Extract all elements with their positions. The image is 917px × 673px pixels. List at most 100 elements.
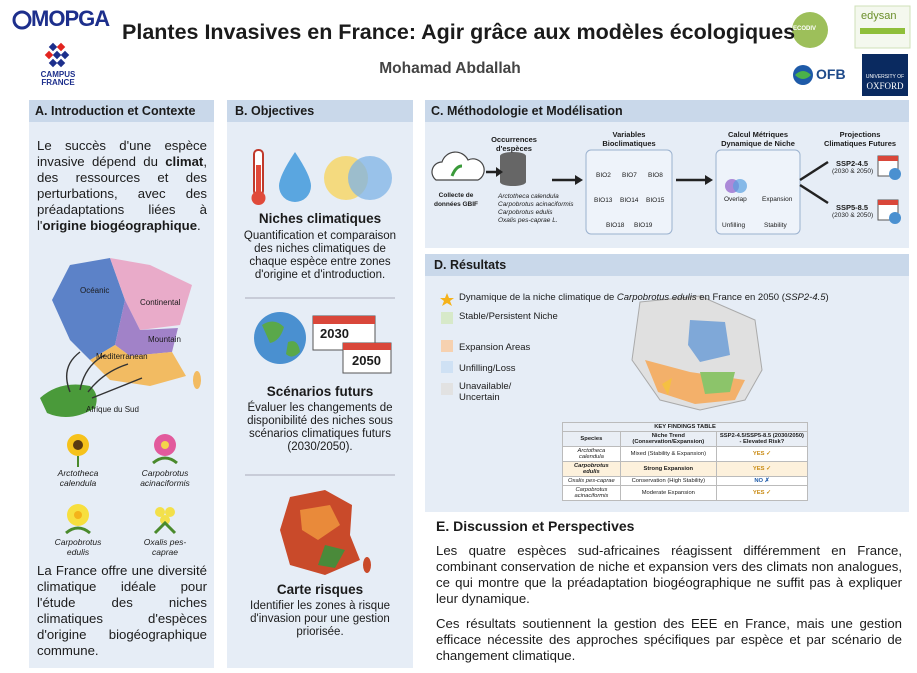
closing-text: La France offre une diversité climatique… [37, 563, 207, 659]
bio-var: BIO19 [634, 222, 652, 230]
objective-text: Quantification et comparaison des niches… [234, 230, 406, 282]
column-header: Species [563, 432, 621, 447]
scenario-years: (2030 & 2050) [832, 168, 873, 176]
intro-text: Le succès d'une espèce invasive dépend d… [37, 138, 207, 234]
logo-text: OXFORD [862, 81, 908, 91]
text-run: Carpobrotus edulis [617, 292, 697, 303]
table-cell: YES ✓ [716, 486, 807, 501]
scenario-name: SSP5-8.5 [836, 203, 868, 212]
legend-item: Unavailable/ Uncertain [459, 381, 539, 403]
bio-var: BIO7 [622, 172, 637, 180]
text-run: ) [826, 292, 829, 303]
table-cell: Mixed (Stability & Expansion) [620, 447, 716, 462]
table-row: Species Niche Trend (Conservation/Expans… [563, 432, 808, 447]
table-cell: YES ✓ [716, 447, 807, 462]
legend-item: Stable/Persistent Niche [459, 311, 559, 322]
map-label: Mountain [148, 335, 181, 344]
objective-title: Niches climatiques [230, 211, 410, 226]
species-item: Carpobrotus edulis [498, 209, 578, 217]
section-title: E. Discussion et Perspectives [436, 518, 634, 534]
step-title: Calcul Métriques Dynamique de Niche [716, 131, 800, 148]
map-label: Océanic [80, 286, 109, 295]
section-title: B. Objectives [235, 104, 314, 118]
logo-text: UNIVERSITY OF [862, 74, 908, 80]
table-cell: YES ✓ [716, 462, 807, 477]
metric: Stability [764, 222, 787, 230]
species-item: Carpobrotus acinaciformis [498, 201, 578, 209]
section-title: D. Résultats [434, 258, 506, 272]
bio-var: BIO8 [648, 172, 663, 180]
calendar-year: 2030 [320, 326, 349, 341]
poster: MOPGA CAMPUS FRANCE Plantes Invasives en… [0, 0, 917, 673]
legend-item: Unfilling/Loss [459, 363, 516, 374]
campus-word: FRANCE [38, 79, 78, 87]
logo-text: MOPGA [31, 6, 109, 32]
bio-var: BIO13 [594, 197, 612, 205]
logo-text: ECODIV [793, 26, 816, 32]
table-body: Arctotheca calendulaMixed (Stability & E… [563, 447, 808, 501]
objective-text: Évaluer les changements de disponibilité… [234, 402, 406, 454]
column-header: Niche Trend (Conservation/Expansion) [620, 432, 716, 447]
author: Mohamad Abdallah [330, 60, 570, 78]
table-cell: Carpobrotus edulis [563, 462, 621, 477]
map-label: Continental [140, 298, 180, 307]
metric: Overlap [724, 196, 747, 204]
scenario-name: SSP2-4.5 [836, 159, 868, 168]
paragraph: Les quatre espèces sud-africaines réagis… [436, 543, 902, 607]
campus-logo-dots [45, 43, 69, 67]
section-title: C. Méthodologie et Modélisation [431, 104, 623, 118]
logo-text: OFB [816, 66, 846, 82]
logo-text: edysan [861, 10, 896, 22]
step-title: Occurrences d'espèces [484, 136, 544, 153]
species-name: Carpobrotus edulis [48, 538, 108, 557]
text-run: Dynamique de la niche climatique de [459, 292, 617, 303]
bio-var: BIO14 [620, 197, 638, 205]
text-run: en France en 2050 ( [697, 292, 785, 303]
bio-var: BIO18 [606, 222, 624, 230]
column-header: SSP2-4.5/SSP5-8.5 (2030/2050) - Elevated… [716, 432, 807, 447]
objective-title: Scénarios futurs [230, 384, 410, 399]
step-label: Collecte de données GBIF [428, 192, 484, 209]
species-name: Arctotheca calendula [48, 469, 108, 488]
objective-text: Identifier les zones à risque d'invasion… [240, 600, 400, 639]
bio-var: BIO2 [596, 172, 611, 180]
map-label: Mediterranean [96, 352, 148, 361]
table-cell: Conservation (High Stability) [620, 477, 716, 486]
objective-title: Carte risques [230, 582, 410, 597]
text-run: origine biogéographique [42, 218, 197, 233]
calendar-year: 2050 [352, 353, 381, 368]
campus-logo: CAMPUS FRANCE [38, 71, 78, 87]
table-cell: Carpobrotus acinaciformis [563, 486, 621, 501]
scenario-years: (2030 & 2050) [832, 212, 873, 220]
section-title: A. Introduction et Contexte [35, 104, 195, 118]
table-cell: Oxalis pes-caprae [563, 477, 621, 486]
bio-var: BIO15 [646, 197, 664, 205]
table-cell: Arctotheca calendula [563, 447, 621, 462]
species-name: Oxalis pes-caprae [135, 538, 195, 557]
table-cell: Strong Expansion [620, 462, 716, 477]
species-list: Arctotheca calendula Carpobrotus acinaci… [498, 193, 578, 225]
metric: Expansion [762, 196, 792, 204]
poster-title: Plantes Invasives en France: Agir grâce … [122, 20, 795, 45]
text-run: SSP2-4.5 [785, 292, 826, 303]
table-row: Arctotheca calendulaMixed (Stability & E… [563, 447, 808, 462]
legend-item: Expansion Areas [459, 342, 530, 353]
table-cell: Moderate Expansion [620, 486, 716, 501]
logo-icon [14, 12, 30, 28]
step-title: Variables Bioclimatiques [590, 131, 668, 148]
table-cell: NO ✗ [716, 477, 807, 486]
step-title: Projections Climatiques Futures [822, 131, 898, 148]
species-name: Carpobrotus acinaciformis [130, 469, 200, 488]
species-item: Arctotheca calendula [498, 193, 578, 201]
metric: Unfilling [722, 222, 745, 230]
table-title: KEY FINDINGS TABLE [563, 423, 808, 432]
paragraph: Ces résultats soutiennent la gestion des… [436, 616, 902, 664]
table-row: KEY FINDINGS TABLE [563, 423, 808, 432]
text-run: climat [165, 154, 203, 169]
species-item: Oxalis pes-caprae L. [498, 217, 578, 225]
map-label: Afrique du Sud [86, 405, 139, 414]
figure-caption: Dynamique de la niche climatique de Carp… [459, 292, 829, 303]
